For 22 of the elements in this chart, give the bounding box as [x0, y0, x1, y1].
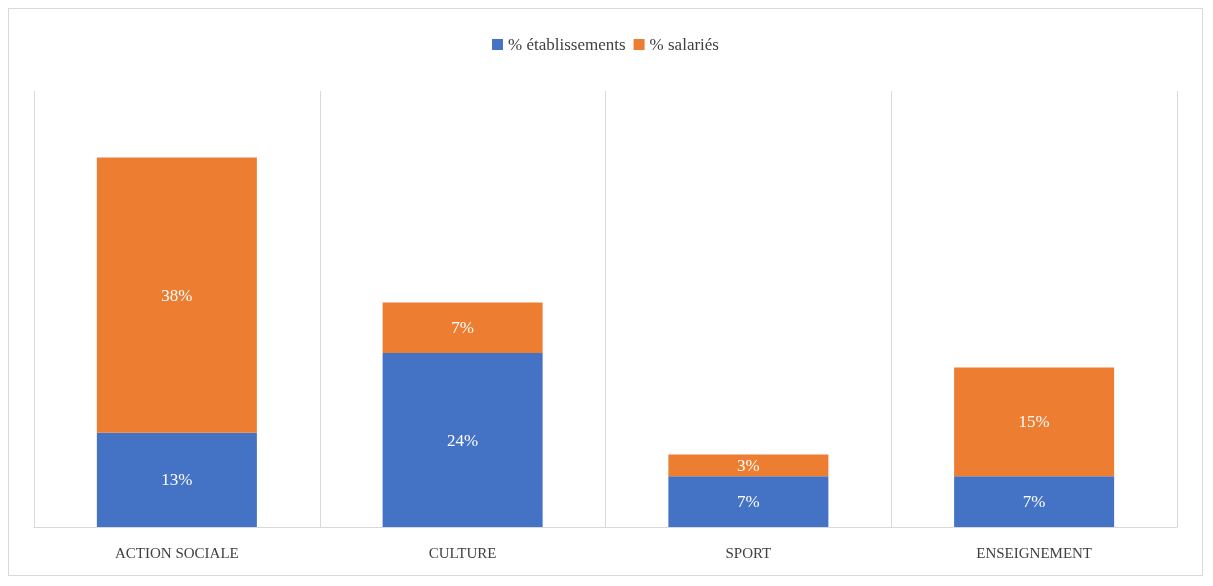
x-tick-label: ACTION SOCIALE	[115, 544, 239, 561]
bar	[954, 367, 1115, 477]
data-label: 7%	[1022, 492, 1046, 512]
bar	[382, 302, 543, 354]
legend-label: % établissements	[508, 35, 626, 54]
bar	[96, 157, 257, 433]
data-label: 7%	[737, 492, 760, 512]
bar	[954, 476, 1115, 527]
x-tick-label: ENSEIGNEMENT	[976, 544, 1093, 561]
bar	[668, 476, 829, 527]
bar	[382, 353, 543, 527]
legend-label: % salariés	[649, 35, 719, 54]
data-label: 38%	[161, 285, 193, 305]
data-label: 15%	[1018, 412, 1050, 432]
bar	[668, 454, 829, 477]
bar	[96, 432, 257, 527]
data-label: 3%	[737, 455, 760, 475]
data-label: 13%	[161, 470, 193, 490]
data-label: 24%	[447, 430, 479, 450]
data-label: 7%	[451, 318, 474, 338]
x-tick-label: CULTURE	[428, 544, 497, 561]
x-tick-label: SPORT	[725, 544, 772, 561]
